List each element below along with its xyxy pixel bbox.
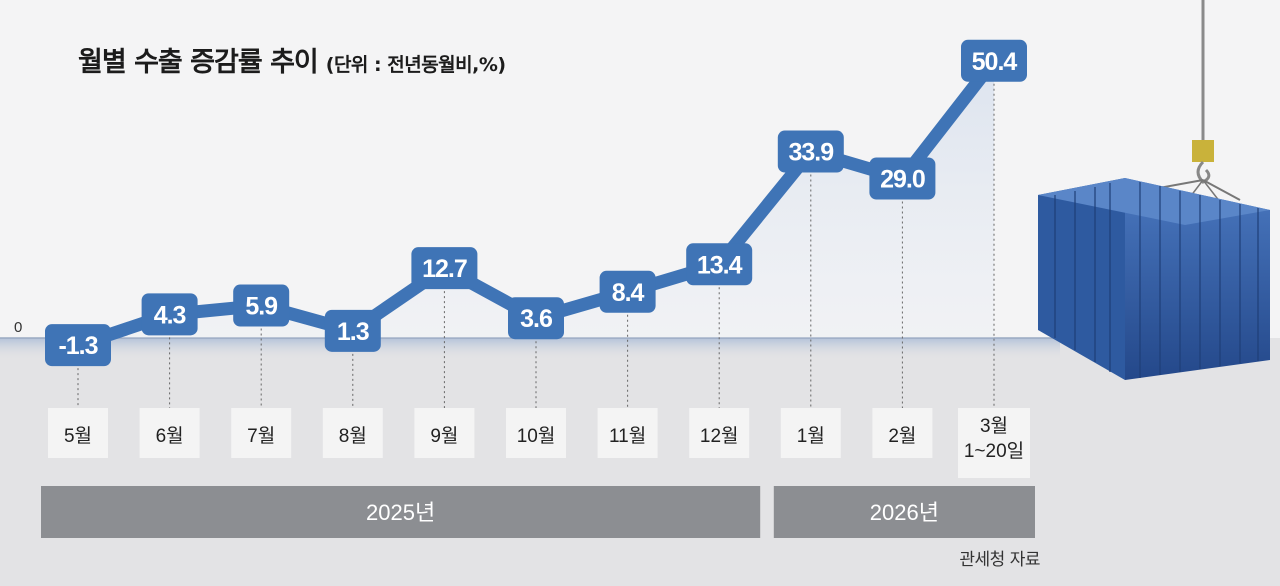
data-label-text: 13.4 <box>697 251 743 279</box>
data-label: 3.6 <box>508 297 564 340</box>
tick-box <box>958 408 1030 478</box>
series-area <box>78 60 994 346</box>
data-label: 5.9 <box>233 284 290 327</box>
data-label-text: 8.4 <box>612 279 645 307</box>
data-point-marker <box>686 243 753 286</box>
x-tick-label: 1월 <box>780 408 841 458</box>
tick-label-text: 1월 <box>797 425 825 447</box>
data-point-marker <box>324 309 381 352</box>
tick-box <box>872 408 933 458</box>
data-label-text: 4.3 <box>154 301 186 329</box>
data-label: 8.4 <box>599 270 656 313</box>
year-bar <box>41 486 761 538</box>
tick-label-text: 10월 <box>517 425 556 447</box>
tick-label-text: 1~20일 <box>964 440 1024 462</box>
chart-title: 월별 수출 증감률 추이 (단위 : 전년동월비,%) <box>78 47 506 78</box>
tick-label-text: 7월 <box>247 425 275 447</box>
container-front <box>1038 178 1125 380</box>
tick-label-text: 12월 <box>700 425 739 447</box>
data-label: 1.3 <box>324 309 381 352</box>
tick-box <box>139 408 200 458</box>
crane-hook-icon <box>1192 140 1214 162</box>
tick-label-text: 9월 <box>430 425 458 447</box>
tick-label-text: 5월 <box>64 425 92 447</box>
x-tick-label: 12월 <box>689 408 750 458</box>
tick-box <box>689 408 750 458</box>
data-label-text: 50.4 <box>972 48 1018 76</box>
tick-box <box>231 408 292 458</box>
x-tick-label: 5월 <box>48 408 108 458</box>
data-label: 13.4 <box>686 243 753 286</box>
container-side <box>1125 178 1270 380</box>
data-label: 50.4 <box>961 39 1027 82</box>
tick-box <box>322 408 383 458</box>
tick-label-text: 2월 <box>888 425 916 447</box>
data-label: 33.9 <box>777 130 844 173</box>
data-point-marker <box>508 297 564 340</box>
x-tick-label: 7월 <box>231 408 292 458</box>
data-point-marker <box>777 130 844 173</box>
data-point-marker <box>961 39 1027 82</box>
data-label-text: 3.6 <box>520 305 552 333</box>
data-label: 4.3 <box>141 293 198 336</box>
container-illustration <box>1038 0 1270 380</box>
tick-box <box>48 408 108 458</box>
data-label-text: 29.0 <box>880 166 925 194</box>
year-label: 2026년 <box>870 500 939 525</box>
tick-label-text: 11월 <box>609 425 646 447</box>
data-point-marker <box>141 293 198 336</box>
x-tick-label: 11월 <box>597 408 658 458</box>
tick-box <box>414 408 475 458</box>
data-label: 12.7 <box>411 247 478 290</box>
data-label-text: 1.3 <box>337 318 369 346</box>
data-point-marker <box>233 284 290 327</box>
data-point-marker <box>869 157 936 200</box>
data-label-text: 33.9 <box>788 139 833 167</box>
year-label: 2025년 <box>366 500 435 525</box>
tick-label-text: 8월 <box>339 425 367 447</box>
data-label-text: 5.9 <box>245 293 277 321</box>
bottom-background <box>0 338 1280 586</box>
x-tick-label: 9월 <box>414 408 475 458</box>
unit-label: (단위 : 전년동월비,%) <box>325 54 506 76</box>
year-group: 2025년 <box>41 486 761 538</box>
tick-box <box>506 408 566 458</box>
x-tick-label: 8월 <box>322 408 383 458</box>
data-label: 29.0 <box>869 157 936 200</box>
tick-label-text: 3월 <box>980 415 1008 437</box>
year-bar <box>773 486 1035 538</box>
x-tick-label: 3월 1~20일 <box>958 408 1030 478</box>
x-tick-label: 10월 <box>506 408 566 458</box>
zero-band <box>0 338 1060 360</box>
data-point-marker <box>599 270 656 313</box>
zero-label: 0 <box>14 319 22 336</box>
year-group: 2026년 <box>773 486 1035 538</box>
data-point-marker <box>411 247 478 290</box>
data-label-text: 12.7 <box>422 255 467 283</box>
tick-label-text: 6월 <box>156 425 184 447</box>
data-label: -1.3 <box>45 324 111 367</box>
x-tick-label: 2월 <box>872 408 933 458</box>
data-point-marker <box>45 324 111 367</box>
x-tick-label: 6월 <box>139 408 200 458</box>
tick-box <box>780 408 841 458</box>
data-label-text: -1.3 <box>58 332 97 360</box>
source-label: 관세청 자료 <box>959 550 1040 570</box>
tick-box <box>597 408 658 458</box>
